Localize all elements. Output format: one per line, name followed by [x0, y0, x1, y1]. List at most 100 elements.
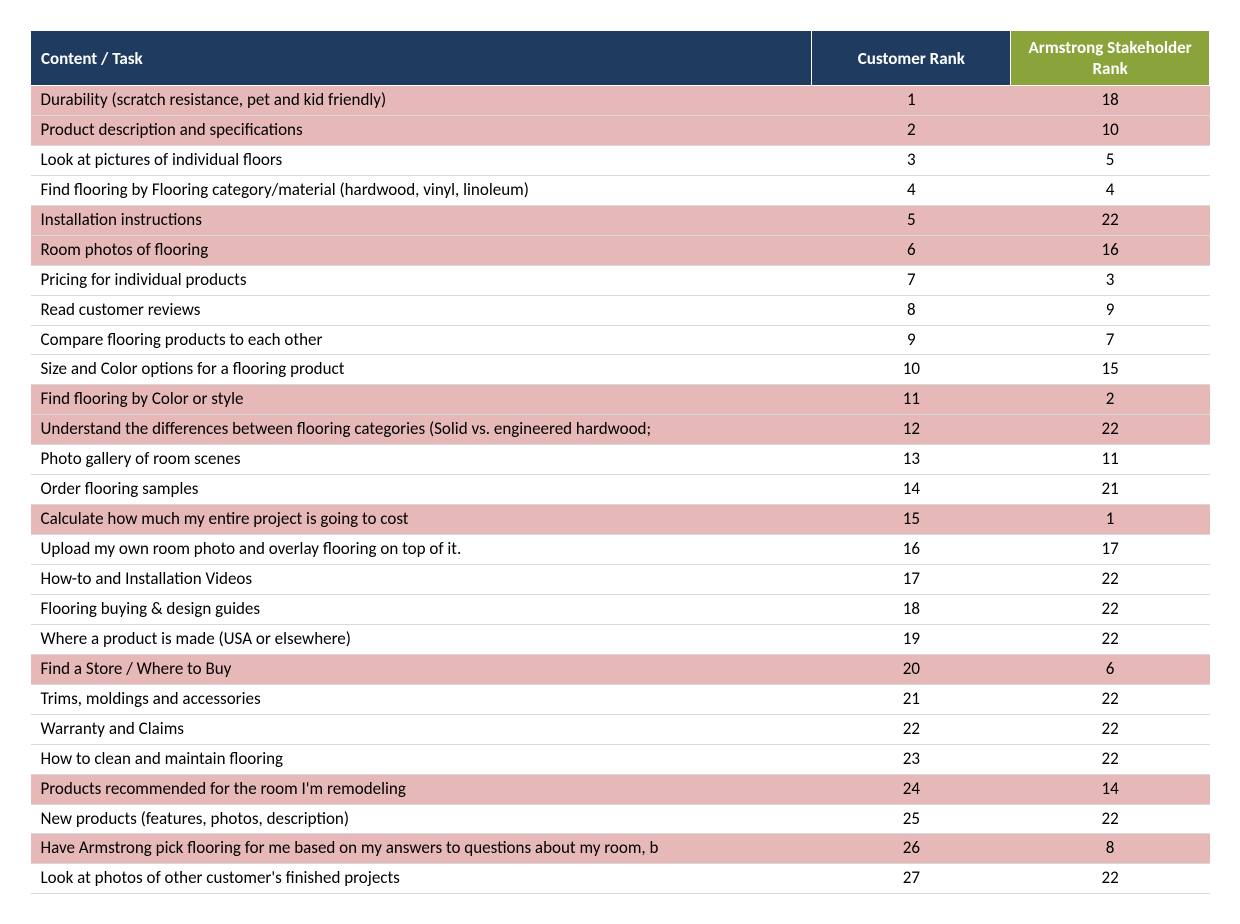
cell-stakeholder-rank: 10 — [1011, 115, 1210, 145]
table-row: Products recommended for the room I'm re… — [31, 774, 1210, 804]
cell-stakeholder-rank: 22 — [1011, 684, 1210, 714]
cell-customer-rank: 22 — [812, 714, 1011, 744]
cell-stakeholder-rank: 1 — [1011, 505, 1210, 535]
rank-table: Content / Task Customer Rank Armstrong S… — [30, 30, 1210, 894]
cell-customer-rank: 20 — [812, 654, 1011, 684]
cell-stakeholder-rank: 22 — [1011, 205, 1210, 235]
cell-customer-rank: 25 — [812, 804, 1011, 834]
table-row: Upload my own room photo and overlay flo… — [31, 535, 1210, 565]
cell-stakeholder-rank: 9 — [1011, 295, 1210, 325]
cell-stakeholder-rank: 4 — [1011, 175, 1210, 205]
cell-stakeholder-rank: 21 — [1011, 475, 1210, 505]
cell-stakeholder-rank: 2 — [1011, 385, 1210, 415]
table-row: Compare flooring products to each other9… — [31, 325, 1210, 355]
cell-customer-rank: 27 — [812, 864, 1011, 894]
cell-customer-rank: 14 — [812, 475, 1011, 505]
header-customer-rank: Customer Rank — [812, 31, 1011, 86]
cell-task: Photo gallery of room scenes — [31, 445, 812, 475]
cell-task: Durability (scratch resistance, pet and … — [31, 86, 812, 116]
cell-customer-rank: 6 — [812, 235, 1011, 265]
cell-task: Product description and specifications — [31, 115, 812, 145]
table-header: Content / Task Customer Rank Armstrong S… — [31, 31, 1210, 86]
table-row: Pricing for individual products73 — [31, 265, 1210, 295]
cell-stakeholder-rank: 15 — [1011, 355, 1210, 385]
header-stakeholder-rank: Armstrong Stakeholder Rank — [1011, 31, 1210, 86]
cell-customer-rank: 26 — [812, 834, 1011, 864]
cell-task: Pricing for individual products — [31, 265, 812, 295]
cell-stakeholder-rank: 7 — [1011, 325, 1210, 355]
cell-task: Where a product is made (USA or elsewher… — [31, 624, 812, 654]
cell-customer-rank: 3 — [812, 145, 1011, 175]
cell-task: Look at pictures of individual floors — [31, 145, 812, 175]
cell-stakeholder-rank: 3 — [1011, 265, 1210, 295]
table-row: How-to and Installation Videos1722 — [31, 565, 1210, 595]
cell-customer-rank: 11 — [812, 385, 1011, 415]
table-row: Look at pictures of individual floors35 — [31, 145, 1210, 175]
cell-task: New products (features, photos, descript… — [31, 804, 812, 834]
cell-task: Calculate how much my entire project is … — [31, 505, 812, 535]
cell-task: Look at photos of other customer's finis… — [31, 864, 812, 894]
cell-customer-rank: 21 — [812, 684, 1011, 714]
cell-customer-rank: 13 — [812, 445, 1011, 475]
cell-stakeholder-rank: 18 — [1011, 86, 1210, 116]
table-row: Find a Store / Where to Buy206 — [31, 654, 1210, 684]
table-row: Durability (scratch resistance, pet and … — [31, 86, 1210, 116]
rank-table-container: Content / Task Customer Rank Armstrong S… — [30, 30, 1210, 894]
cell-stakeholder-rank: 6 — [1011, 654, 1210, 684]
cell-task: Size and Color options for a flooring pr… — [31, 355, 812, 385]
table-body: Durability (scratch resistance, pet and … — [31, 86, 1210, 894]
cell-customer-rank: 7 — [812, 265, 1011, 295]
cell-task: Find flooring by Flooring category/mater… — [31, 175, 812, 205]
cell-customer-rank: 12 — [812, 415, 1011, 445]
cell-customer-rank: 9 — [812, 325, 1011, 355]
cell-task: Have Armstrong pick flooring for me base… — [31, 834, 812, 864]
cell-stakeholder-rank: 22 — [1011, 744, 1210, 774]
table-row: Warranty and Claims2222 — [31, 714, 1210, 744]
table-row: Find flooring by Flooring category/mater… — [31, 175, 1210, 205]
cell-stakeholder-rank: 22 — [1011, 415, 1210, 445]
cell-stakeholder-rank: 16 — [1011, 235, 1210, 265]
cell-stakeholder-rank: 22 — [1011, 864, 1210, 894]
cell-task: Installation instructions — [31, 205, 812, 235]
cell-customer-rank: 5 — [812, 205, 1011, 235]
table-row: Have Armstrong pick flooring for me base… — [31, 834, 1210, 864]
table-row: Look at photos of other customer's finis… — [31, 864, 1210, 894]
cell-task: Order flooring samples — [31, 475, 812, 505]
cell-customer-rank: 2 — [812, 115, 1011, 145]
table-row: Find flooring by Color or style112 — [31, 385, 1210, 415]
cell-task: How to clean and maintain flooring — [31, 744, 812, 774]
cell-customer-rank: 23 — [812, 744, 1011, 774]
cell-stakeholder-rank: 8 — [1011, 834, 1210, 864]
table-row: Room photos of flooring616 — [31, 235, 1210, 265]
cell-stakeholder-rank: 22 — [1011, 624, 1210, 654]
cell-stakeholder-rank: 11 — [1011, 445, 1210, 475]
table-row: Installation instructions522 — [31, 205, 1210, 235]
cell-task: Upload my own room photo and overlay flo… — [31, 535, 812, 565]
cell-task: Find a Store / Where to Buy — [31, 654, 812, 684]
cell-stakeholder-rank: 22 — [1011, 594, 1210, 624]
table-row: Trims, moldings and accessories2122 — [31, 684, 1210, 714]
cell-customer-rank: 17 — [812, 565, 1011, 595]
table-row: Read customer reviews89 — [31, 295, 1210, 325]
table-row: New products (features, photos, descript… — [31, 804, 1210, 834]
cell-task: Read customer reviews — [31, 295, 812, 325]
cell-task: Products recommended for the room I'm re… — [31, 774, 812, 804]
cell-task: Room photos of flooring — [31, 235, 812, 265]
cell-task: How-to and Installation Videos — [31, 565, 812, 595]
table-row: Calculate how much my entire project is … — [31, 505, 1210, 535]
table-row: Photo gallery of room scenes1311 — [31, 445, 1210, 475]
cell-customer-rank: 10 — [812, 355, 1011, 385]
cell-task: Understand the differences between floor… — [31, 415, 812, 445]
cell-stakeholder-rank: 22 — [1011, 804, 1210, 834]
cell-task: Find flooring by Color or style — [31, 385, 812, 415]
cell-stakeholder-rank: 22 — [1011, 565, 1210, 595]
table-row: Flooring buying & design guides1822 — [31, 594, 1210, 624]
cell-customer-rank: 24 — [812, 774, 1011, 804]
cell-stakeholder-rank: 14 — [1011, 774, 1210, 804]
table-row: Understand the differences between floor… — [31, 415, 1210, 445]
cell-customer-rank: 19 — [812, 624, 1011, 654]
table-row: Where a product is made (USA or elsewher… — [31, 624, 1210, 654]
table-row: Size and Color options for a flooring pr… — [31, 355, 1210, 385]
cell-customer-rank: 18 — [812, 594, 1011, 624]
cell-customer-rank: 16 — [812, 535, 1011, 565]
